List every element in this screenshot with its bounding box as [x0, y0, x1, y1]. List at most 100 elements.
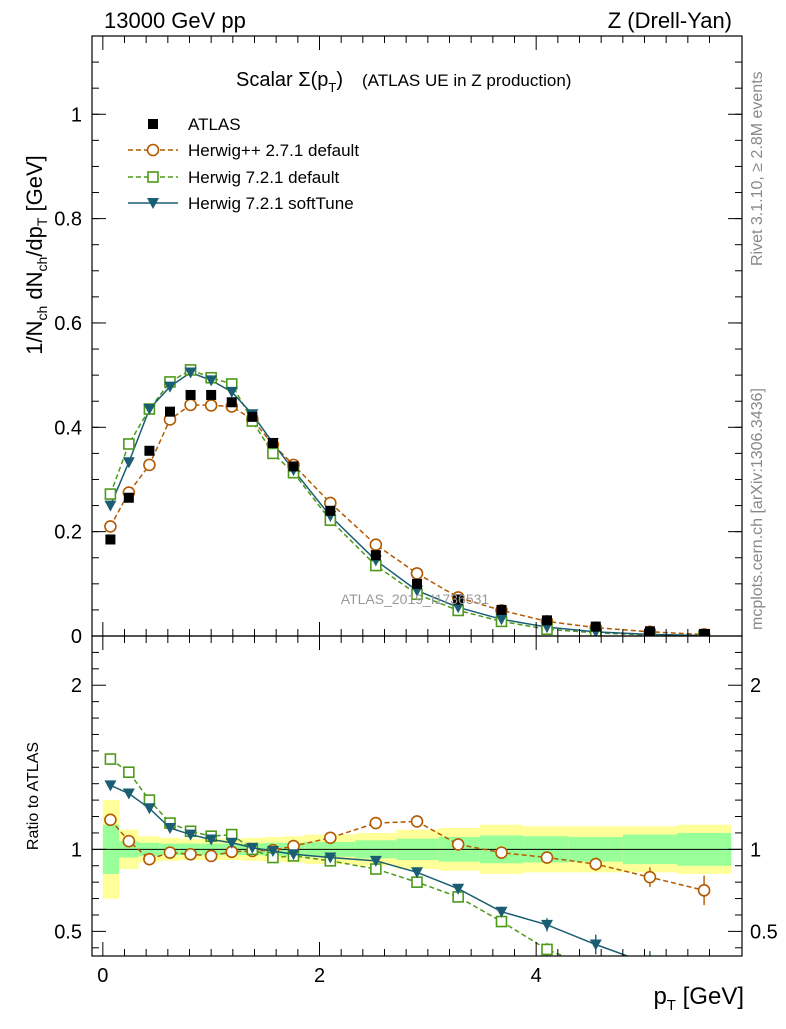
legend-label-atlas: ATLAS: [188, 115, 241, 134]
upper-panel-series: [104, 364, 711, 636]
data-point-softtune: [452, 602, 465, 614]
ratio-point-softtune: [143, 803, 156, 815]
data-point-atlas: [699, 628, 710, 636]
ratio-y-tick-label-right: 0.5: [750, 921, 778, 943]
ratio-point-herwigpp: [589, 857, 603, 871]
ratio-point-herwigpp: [163, 846, 177, 859]
legend-label-herwig721: Herwig 7.2.1 default: [188, 168, 339, 187]
legend-label-herwigpp: Herwig++ 2.7.1 default: [188, 141, 359, 160]
chart-title-rest: (ATLAS UE in Z production): [362, 71, 571, 90]
lower-ylabel: Ratio to ATLAS: [25, 742, 42, 850]
data-point-herwig721: [123, 438, 135, 450]
ratio-series-softtune: [104, 780, 710, 983]
legend-marker-atlas: [148, 119, 158, 129]
ratio-point-softtune: [246, 842, 259, 854]
ratio-point-herwigpp: [204, 849, 218, 863]
chart-title-main: Scalar Σ(p: [236, 69, 328, 91]
ratio-point-softtune: [411, 867, 423, 879]
ratio-y-tick-label: 1: [71, 839, 82, 861]
ratio-point-herwigpp: [122, 834, 136, 848]
x-tick-label: 4: [531, 965, 542, 987]
ratio-point-softtune: [287, 849, 300, 861]
ratio-point-softtune: [225, 837, 238, 849]
ratio-point-softtune: [164, 823, 176, 834]
y-tick-label: 0.2: [54, 522, 82, 544]
data-point-atlas: [105, 534, 116, 545]
data-point-atlas: [453, 594, 464, 605]
y-tick-label: 0.6: [54, 313, 82, 335]
ratio-y-tick-label: 0.5: [54, 921, 82, 943]
chart-title-close: ): [336, 69, 343, 91]
data-point-herwigpp: [143, 458, 156, 472]
ratio-point-softtune: [452, 883, 465, 895]
data-point-softtune: [143, 404, 156, 416]
data-point-softtune: [495, 614, 508, 626]
ratio-point-softtune: [205, 834, 218, 846]
legend: ATLAS Herwig++ 2.7.1 default Herwig 7.2.1 …: [128, 115, 359, 213]
data-point-herwigpp: [369, 538, 383, 551]
ratio-point-herwigpp: [410, 815, 424, 828]
ratio-point-herwig721: [541, 943, 553, 956]
ratio-point-herwig721: [495, 915, 508, 928]
header-left: 13000 GeV pp: [104, 8, 246, 33]
legend-item-herwig721: Herwig 7.2.1 default: [128, 168, 339, 187]
x-axis-label: pT [GeV]: [653, 983, 744, 1014]
watermark: ATLAS_2019_I1736531: [341, 591, 490, 607]
legend-item-softtune: Herwig 7.2.1 softTune: [128, 194, 354, 213]
x-tick-label: 0: [97, 965, 108, 987]
y-tick-label: 0.8: [54, 209, 82, 231]
ratio-point-softtune: [589, 939, 602, 951]
data-point-softtune: [164, 381, 176, 393]
data-point-atlas: [206, 389, 217, 400]
ratio-point-herwigpp: [451, 838, 465, 851]
y-tick-label: 0: [71, 626, 82, 648]
x-tick-label: 2: [314, 965, 325, 987]
x-axis-label-unit: [GeV]: [683, 983, 744, 1010]
ratio-point-herwigpp: [143, 852, 156, 866]
ratio-point-herwig721: [104, 753, 117, 765]
ratio-point-herwig721: [591, 964, 601, 974]
data-point-atlas: [542, 615, 552, 626]
ratio-point-herwig721: [123, 766, 135, 779]
data-point-softtune: [205, 375, 218, 387]
legend-marker-herwigpp: [146, 143, 160, 157]
ratio-y-tick-label-right: 1: [750, 839, 761, 861]
data-point-atlas: [144, 445, 155, 456]
ratio-point-softtune: [698, 972, 710, 983]
header-right: Z (Drell-Yan): [608, 8, 732, 33]
data-point-atlas: [123, 492, 134, 503]
upper-ylabel: 1/Nch dNch/dpT [GeV]: [22, 155, 50, 355]
data-point-herwig721: [104, 488, 117, 500]
x-axis-label-sub: T: [667, 997, 676, 1014]
legend-label-softtune: Herwig 7.2.1 softTune: [188, 194, 354, 213]
lower-frame: [91, 635, 743, 957]
data-point-atlas: [370, 550, 381, 561]
ratio-point-herwigpp: [540, 851, 554, 864]
data-point-softtune: [225, 386, 238, 398]
data-point-atlas: [185, 389, 196, 400]
ratio-series-herwigpp: [104, 813, 711, 906]
data-point-herwigpp: [410, 567, 424, 580]
ratio-point-herwigpp: [643, 870, 657, 884]
ratio-point-softtune: [122, 788, 135, 800]
data-point-atlas: [226, 397, 237, 408]
ratio-y-tick-label: 2: [71, 675, 82, 697]
legend-marker-softtune: [147, 198, 159, 209]
ratio-point-herwigpp: [324, 831, 337, 845]
data-point-softtune: [184, 367, 197, 379]
ratio-point-herwigpp: [697, 884, 711, 897]
data-point-herwig721: [267, 447, 279, 460]
y-tick-label: 1: [71, 104, 82, 126]
data-point-atlas: [496, 604, 507, 615]
ratio-point-herwig721: [411, 876, 423, 888]
chart-title: Scalar Σ(pT): [236, 69, 343, 95]
ratio-point-softtune: [495, 906, 508, 918]
ratio-point-softtune: [184, 829, 197, 841]
data-point-herwigpp: [184, 398, 197, 412]
data-point-herwigpp: [204, 399, 218, 412]
ratio-point-softtune: [324, 852, 337, 864]
ratio-series-herwig721: [104, 753, 601, 974]
data-point-softtune: [104, 500, 117, 512]
